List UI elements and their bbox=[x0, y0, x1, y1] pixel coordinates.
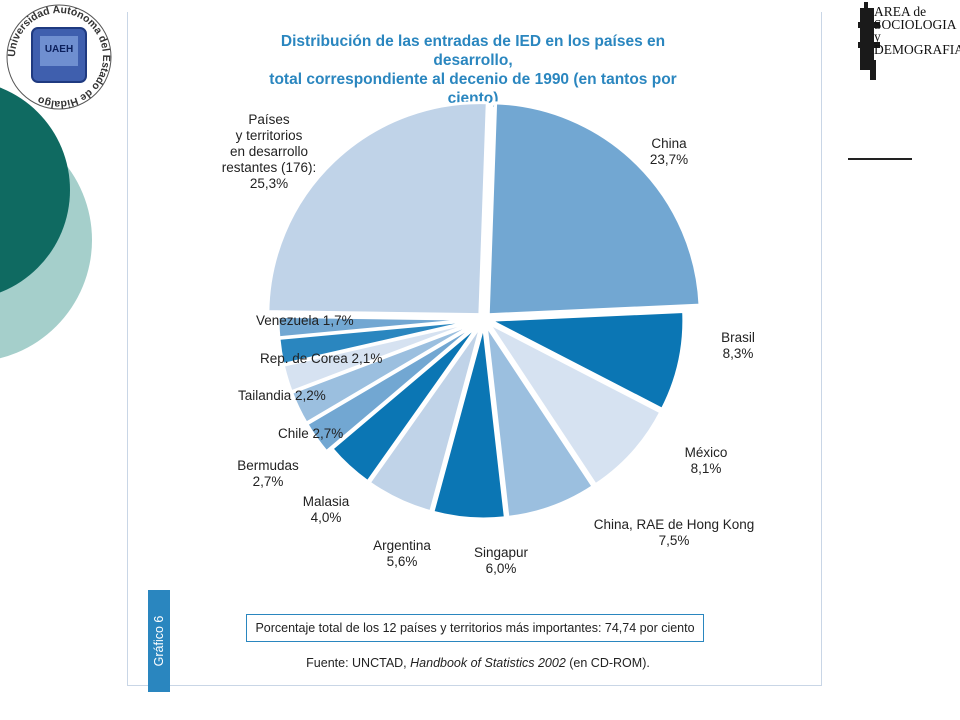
area-logo-mark bbox=[858, 2, 880, 80]
slice-label-line: Venezuela 1,7% bbox=[256, 313, 354, 328]
slice-label-line: Brasil bbox=[721, 330, 755, 345]
slice-label-line: 8,3% bbox=[722, 346, 754, 361]
pie-slice-11 bbox=[276, 314, 479, 340]
slice-label-line: China bbox=[651, 136, 687, 151]
seal-center-text: UAEH bbox=[45, 44, 73, 55]
pie-slice-4 bbox=[430, 324, 508, 521]
area-logo-line3: y DEMOGRAFIA bbox=[874, 29, 960, 57]
slice-label-line: 23,7% bbox=[649, 152, 689, 167]
area-sociologia-logo bbox=[856, 2, 960, 84]
total-note-box: Porcentaje total de los 12 países y terr… bbox=[246, 614, 704, 642]
slice-label-line: Bermudas bbox=[237, 458, 299, 473]
slice-label-line: Países bbox=[248, 112, 290, 127]
slice-label-line: 2,7% bbox=[252, 474, 284, 489]
slice-label-line: restantes (176): bbox=[221, 160, 317, 175]
chart-title: Distribución de las entradas de IED en l… bbox=[248, 32, 698, 108]
slice-label-7: Bermudas 2,7% bbox=[237, 458, 299, 490]
slice-label-line: 4,0% bbox=[310, 510, 342, 525]
pie-chart bbox=[266, 101, 702, 521]
figure-number-label: Gráfico 6 bbox=[152, 615, 166, 667]
slice-label-11: Venezuela 1,7% bbox=[256, 313, 354, 329]
university-seal-logo: Universidad Autónoma del Estado de Hidal… bbox=[6, 4, 112, 110]
pie-slice-12 bbox=[266, 101, 489, 317]
slice-label-line: México bbox=[684, 445, 728, 460]
slice-label-line: Chile 2,7% bbox=[278, 426, 344, 441]
slice-label-line: 6,0% bbox=[485, 561, 517, 576]
slice-label-line: China, RAE de Hong Kong bbox=[593, 517, 755, 532]
slice-label-8: Chile 2,7% bbox=[278, 426, 343, 442]
slice-label-6: Malasia 4,0% bbox=[303, 494, 350, 526]
source-note: Fuente: UNCTAD, Handbook of Statistics 2… bbox=[248, 656, 708, 670]
slice-label-10: Rep. de Corea 2,1% bbox=[260, 351, 382, 367]
slice-label-2: México 8,1% bbox=[685, 445, 728, 477]
slice-label-line: Malasia bbox=[302, 494, 350, 509]
source-title: Handbook of Statistics 2002 bbox=[410, 656, 566, 670]
slice-label-line: 8,1% bbox=[690, 461, 722, 476]
slice-label-line: 25,3% bbox=[249, 176, 289, 191]
slice-label-4: Singapur 6,0% bbox=[474, 545, 528, 577]
teal-dark-circle bbox=[0, 87, 70, 293]
slice-label-5: Argentina 5,6% bbox=[373, 538, 431, 570]
chart-panel: Distribución de las entradas de IED en l… bbox=[127, 12, 822, 692]
area-logo-line2: SOCIOLOGIA bbox=[874, 16, 957, 32]
area-logo-line1: AREA de bbox=[874, 4, 927, 19]
pie-slice-1 bbox=[484, 309, 686, 412]
slice-label-1: Brasil 8,3% bbox=[721, 330, 755, 362]
decorative-rule bbox=[848, 158, 912, 160]
slice-label-0: China 23,7% bbox=[650, 136, 688, 168]
slice-label-line: Singapur bbox=[473, 545, 529, 560]
pie-slice-3 bbox=[484, 323, 596, 520]
slice-label-line: Tailandia 2,2% bbox=[238, 388, 326, 403]
area-logo-text: AREA de SOCIOLOGIA y DEMOGRAFIA bbox=[874, 4, 960, 57]
pie-slice-5 bbox=[367, 323, 483, 514]
slice-label-line: Rep. de Corea 2,1% bbox=[260, 351, 383, 366]
slice-label-3: China, RAE de Hong Kong 7,5% bbox=[594, 517, 755, 549]
slice-label-line: 5,6% bbox=[386, 554, 418, 569]
chart-title-line1: Distribución de las entradas de IED en l… bbox=[280, 33, 666, 69]
slice-label-line: 7,5% bbox=[658, 533, 690, 548]
teal-circles-decoration bbox=[0, 87, 92, 359]
slice-label-line: Argentina bbox=[373, 538, 431, 553]
slice-label-12: Países y territorios en desarrollo restante… bbox=[222, 112, 317, 192]
left-decoration: Universidad Autónoma del Estado de Hidal… bbox=[0, 0, 130, 720]
pie-slice-2 bbox=[484, 319, 663, 487]
pie-slice-0 bbox=[486, 101, 702, 317]
source-prefix: Fuente: UNCTAD, bbox=[306, 656, 411, 670]
figure-number-tab: Gráfico 6 bbox=[148, 590, 170, 692]
slice-label-line: en desarrollo bbox=[229, 144, 309, 159]
slice-label-9: Tailandia 2,2% bbox=[238, 388, 326, 404]
source-suffix: (en CD-ROM). bbox=[565, 656, 650, 670]
slice-label-line: y territorios bbox=[235, 128, 303, 143]
